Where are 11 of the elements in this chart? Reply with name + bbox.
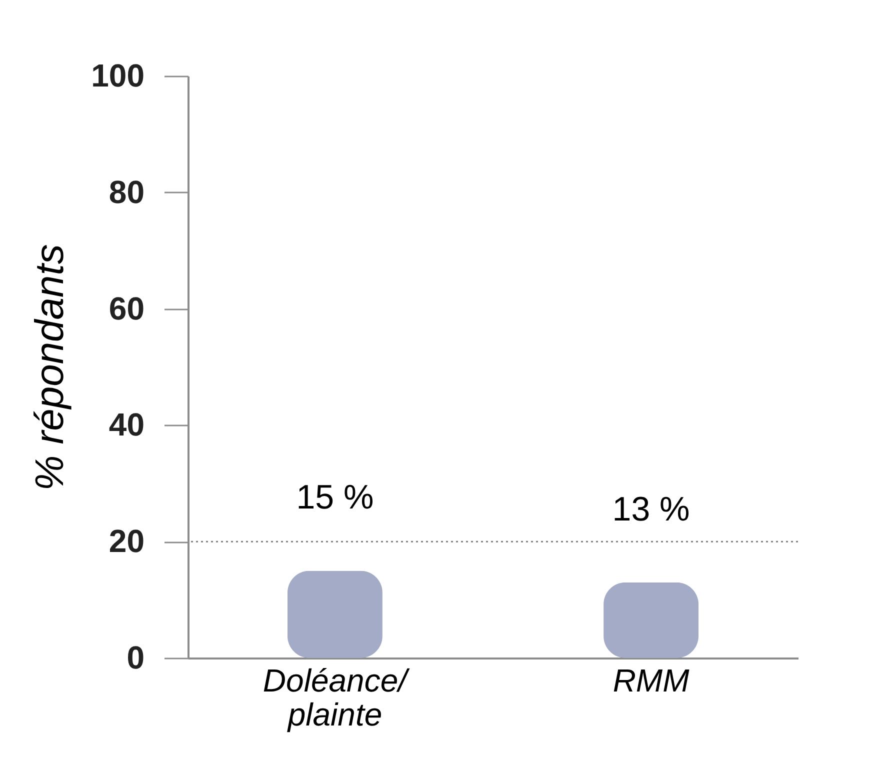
y-tick-label: 0 — [126, 640, 144, 676]
x-tick-label: Doléance/ plainte — [262, 662, 410, 732]
data-label: 15 % — [296, 478, 374, 517]
y-axis-title: % répondants — [28, 244, 72, 491]
y-tick-label: 100 — [91, 58, 144, 94]
y-tick-label: 40 — [108, 406, 144, 443]
x-tick-label: RMM — [612, 662, 690, 698]
y-tick-label: 20 — [108, 523, 144, 560]
data-label: 13 % — [612, 490, 690, 528]
y-tick-label: 80 — [108, 174, 144, 210]
y-tick-label: 60 — [108, 290, 144, 326]
